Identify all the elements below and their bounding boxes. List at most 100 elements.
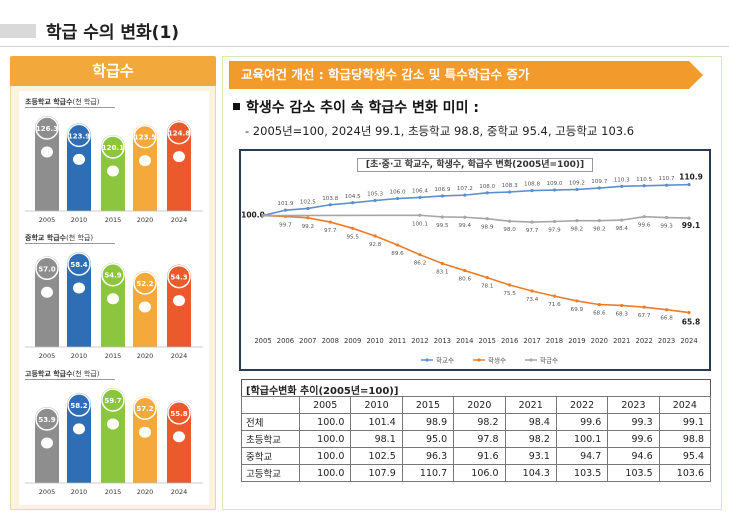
row-label: 전체 xyxy=(241,413,300,431)
segment-divider xyxy=(25,379,115,380)
data-point xyxy=(351,201,355,205)
data-point xyxy=(373,198,377,203)
x-tick-label: 2018 xyxy=(546,337,563,345)
bar-base xyxy=(133,335,157,347)
bar-chart-middle: 57.0 2005 58.4 2010 54.9 2015 52.2 2020 54.3 2024 xyxy=(25,252,203,360)
data-label: 69.9 xyxy=(571,307,584,313)
table-cell: 99.6 xyxy=(607,430,660,448)
data-point xyxy=(351,226,355,230)
bar xyxy=(101,388,125,483)
title-bar: 학급 수의 변화(1) xyxy=(0,14,729,48)
x-tick-label: 2010 xyxy=(366,337,383,345)
data-label: 110.9 xyxy=(679,173,703,182)
table-cell: 106.0 xyxy=(453,464,506,482)
table-header-cell xyxy=(241,396,300,414)
data-point xyxy=(575,299,579,303)
data-point xyxy=(508,219,512,223)
data-label: 65.8 xyxy=(682,318,701,327)
bar-value-label: 59.7 xyxy=(104,397,121,405)
x-tick-label: 2019 xyxy=(568,337,585,345)
data-label: 98.0 xyxy=(503,227,516,233)
title-accent xyxy=(0,24,36,38)
bar-dot xyxy=(73,282,85,294)
bar-base xyxy=(67,199,91,211)
data-point xyxy=(395,243,400,247)
bar-cap xyxy=(35,116,59,140)
data-point xyxy=(530,220,534,224)
summary-line: - 2005년=100, 2024년 99.1, 초등학교 98.8, 중학교 … xyxy=(245,124,635,138)
left-panel-header: 학급수 xyxy=(10,56,216,86)
bar-year-label: 2010 xyxy=(71,216,88,224)
table-cell: 98.2 xyxy=(453,413,506,431)
data-label: 86.2 xyxy=(414,261,426,267)
bar-base xyxy=(133,199,157,211)
data-point xyxy=(306,216,310,220)
data-label: 108.0 xyxy=(479,184,495,190)
data-point xyxy=(597,303,601,307)
table-cell: 99.3 xyxy=(607,413,660,431)
segment-label: 중학교 학급수(천 학급) xyxy=(25,234,94,242)
bar-year-label: 2015 xyxy=(105,488,122,496)
data-label: 99.7 xyxy=(279,222,292,228)
bar xyxy=(167,120,191,211)
data-point xyxy=(620,218,624,222)
x-tick-label: 2009 xyxy=(344,337,361,345)
data-label: 104.5 xyxy=(345,194,361,200)
data-point xyxy=(642,184,646,188)
bar-chart-elementary: 126.3 2005 123.9 2010 120.1 2015 123.5 2020 124.… xyxy=(25,116,203,224)
bar-value-label: 124.8 xyxy=(168,130,190,138)
data-label: 108.8 xyxy=(524,182,540,188)
table-cell: 94.6 xyxy=(607,447,660,465)
table-title: [학급수변화 추이(2005년=100)] xyxy=(241,379,711,397)
table-cell: 93.1 xyxy=(504,447,557,465)
table-cell: 103.5 xyxy=(555,464,609,482)
legend-marker xyxy=(425,358,429,362)
bar-cap xyxy=(67,252,91,276)
x-tick-label: 2015 xyxy=(479,337,496,345)
data-point xyxy=(485,191,489,195)
line-chart-title: [초·중·고 학교수, 학생수, 학급수 변화(2005년=100)] xyxy=(356,158,594,172)
bar-year-label: 2010 xyxy=(71,352,88,360)
bar-base xyxy=(35,471,59,483)
table-cell: 103.5 xyxy=(607,464,660,482)
table-row: 고등학교 100.0 107.9 110.7 106.0 104.3 103.5… xyxy=(241,464,712,482)
legend-label: 학생수 xyxy=(488,356,506,365)
data-point xyxy=(642,215,646,219)
data-point xyxy=(463,268,467,273)
section-heading: 학생수 감소 추이 속 학급수 변화 미미 : xyxy=(233,97,479,117)
data-point xyxy=(575,187,579,192)
table-cell: 98.8 xyxy=(658,430,712,448)
data-point xyxy=(642,305,646,309)
bar-base xyxy=(67,471,91,483)
data-label: 102.5 xyxy=(300,199,316,205)
data-label: 99.1 xyxy=(682,221,701,230)
bar-value-label: 58.4 xyxy=(70,261,87,269)
data-label: 99.5 xyxy=(436,223,449,229)
table-cell: 95.0 xyxy=(401,430,455,448)
data-point xyxy=(261,213,265,218)
data-label: 83.1 xyxy=(436,269,449,275)
data-point xyxy=(283,208,288,212)
table-cell: 110.7 xyxy=(401,464,455,482)
table-header-cell: 2023 xyxy=(607,396,660,414)
data-point xyxy=(508,190,512,194)
bar-base xyxy=(35,335,59,347)
table-cell: 100.0 xyxy=(298,447,352,465)
table-cell: 100.0 xyxy=(298,464,352,482)
table-cell: 107.9 xyxy=(350,464,403,482)
bar-dot xyxy=(107,165,119,177)
bar xyxy=(35,116,59,211)
bar-year-label: 2024 xyxy=(171,488,188,496)
table-header-cell: 2021 xyxy=(504,396,557,414)
bar-value-label: 55.8 xyxy=(170,410,187,418)
bar-value-label: 58.2 xyxy=(70,402,87,410)
title-rule xyxy=(0,46,729,47)
left-panel: 학급수 초등학교 학급수(천 학급) 126.3 2005 123.9 2010 120… xyxy=(10,56,216,510)
series-line-2 xyxy=(262,214,690,223)
row-label: 초등학교 xyxy=(241,430,300,448)
table-cell: 103.6 xyxy=(658,464,712,482)
bar-year-label: 2010 xyxy=(71,488,88,496)
data-point xyxy=(395,196,400,201)
legend-marker xyxy=(529,358,533,362)
